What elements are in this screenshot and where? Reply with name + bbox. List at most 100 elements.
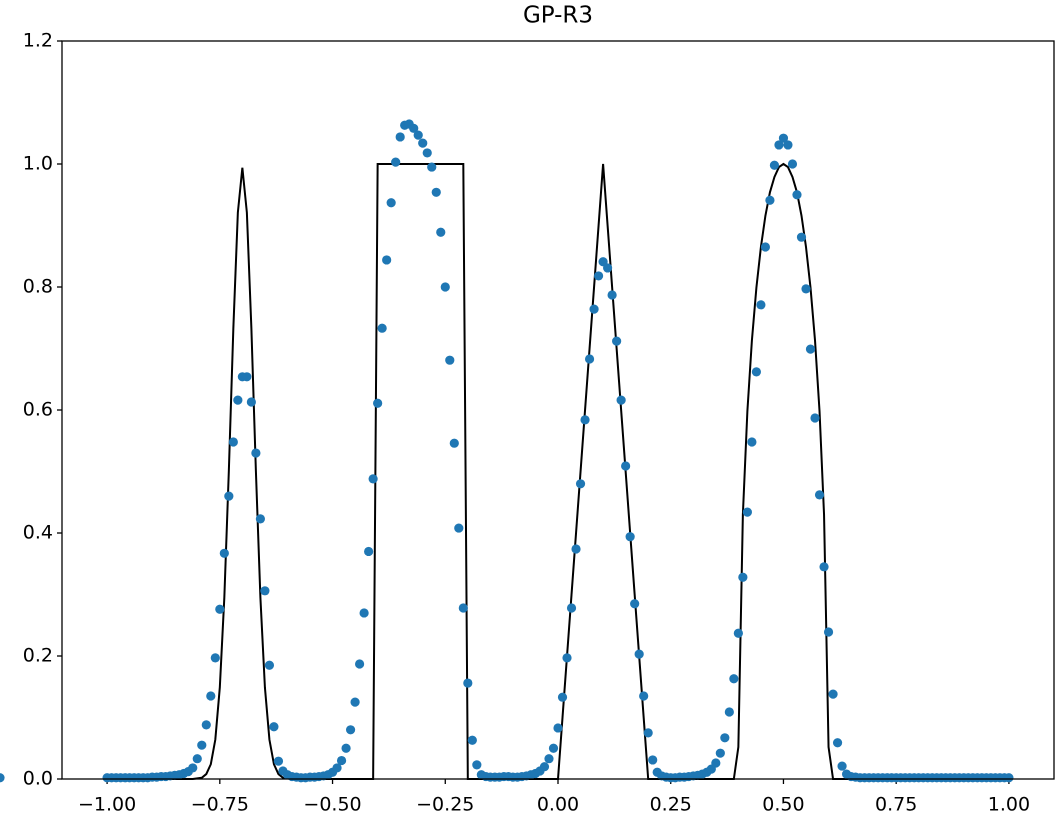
scatter-point (801, 284, 811, 294)
scatter-point (454, 523, 464, 533)
scatter-point (242, 372, 252, 382)
scatter-point (778, 133, 789, 143)
scatter-point (566, 603, 577, 613)
scatter-point (747, 437, 757, 447)
scatter-point (715, 748, 725, 758)
chart-title: GP-R3 (523, 3, 593, 29)
scatter-point (260, 586, 270, 596)
x-tick-label: 1.00 (988, 794, 1030, 816)
scatter-point (359, 608, 369, 618)
x-tick-label: −1.00 (78, 794, 136, 816)
scatter-point (192, 754, 202, 764)
scatter-point (720, 733, 730, 743)
x-tick-label: 0.25 (650, 794, 692, 816)
scatter-point (544, 754, 554, 764)
scatter-point (197, 740, 207, 750)
y-tick-label: 1.2 (23, 30, 53, 52)
scatter-point (765, 195, 775, 205)
scatter-point (742, 507, 752, 517)
scatter-point (756, 300, 766, 310)
scatter-point (201, 720, 211, 730)
scatter-point (553, 723, 563, 733)
scatter-point (355, 659, 365, 669)
scatter-point (251, 448, 261, 458)
scatter-point (332, 763, 342, 773)
x-tick-label: 0.00 (537, 794, 579, 816)
scatter-point (769, 160, 780, 170)
scatter-point (760, 242, 771, 252)
scatter-point (584, 354, 595, 364)
x-tick-label: −0.75 (191, 794, 249, 816)
scatter-point (634, 649, 644, 659)
scatter-point (336, 755, 347, 766)
scatter-point (391, 157, 401, 167)
scatter-point (269, 722, 279, 732)
scatter-point (639, 691, 649, 701)
scatter-point (445, 355, 455, 365)
scatter-point (603, 263, 613, 273)
scatter-point (612, 336, 622, 346)
y-tick-label: 0.0 (23, 768, 53, 790)
scatter-point (724, 707, 734, 717)
x-tick-label: −0.50 (303, 794, 361, 816)
scatter-point (350, 697, 360, 707)
scatter-point (783, 140, 793, 150)
scatter-point (228, 437, 238, 447)
scatter-point (422, 148, 432, 158)
scatter-point (436, 227, 446, 237)
scatter-point (382, 255, 392, 265)
scatter-point (427, 162, 437, 172)
y-tick-label: 0.2 (23, 645, 53, 667)
scatter-point (733, 628, 743, 638)
scatter-point (364, 546, 374, 557)
scatter-point (264, 660, 275, 670)
y-tick-label: 0.6 (23, 399, 53, 421)
scatter-point (729, 674, 739, 684)
scatter-point (386, 198, 396, 208)
x-tick-label: −0.25 (416, 794, 474, 816)
scatter-point (805, 344, 816, 354)
reference-line (107, 162, 1009, 780)
scatter-point (373, 398, 383, 408)
scatter-point (233, 395, 243, 405)
scatter-point (819, 562, 829, 572)
scatter-point (648, 755, 658, 765)
scatter-point (224, 491, 234, 501)
scatter-point (828, 689, 838, 699)
scatter-point (593, 271, 604, 281)
scatter-point (215, 604, 225, 614)
scatter-point (787, 159, 798, 169)
scatter-point (607, 290, 617, 300)
scatter-point (589, 304, 599, 314)
scatter-point (463, 678, 473, 688)
scatter-point (368, 474, 378, 484)
y-tick-label: 0.8 (23, 276, 53, 298)
scatter-point (621, 461, 631, 471)
scatter-point (711, 758, 721, 768)
x-tick-label: 0.75 (875, 794, 917, 816)
scatter-point (832, 738, 843, 748)
scatter-point (440, 282, 450, 292)
scatter-point (814, 490, 825, 500)
scatter-point (458, 603, 468, 613)
plot-frame (61, 40, 1055, 780)
scatter-point (467, 735, 477, 745)
scatter-point (273, 756, 284, 766)
y-tick-label: 1.0 (23, 153, 53, 175)
scatter-point (377, 323, 387, 333)
scatter-point (1004, 773, 1014, 783)
scatter-point (210, 653, 220, 663)
scatter-point (395, 132, 405, 142)
scatter-point (557, 692, 568, 702)
scatter-point (580, 415, 590, 425)
scatter-point (345, 725, 356, 735)
scatter-point (539, 762, 550, 772)
scatter-point (219, 548, 229, 558)
scatter-point (823, 627, 834, 637)
scatter-point (738, 572, 748, 582)
scatter-point (206, 691, 216, 701)
scatter-point (837, 761, 847, 771)
scatter-point (548, 743, 559, 753)
scatter-point (616, 395, 626, 405)
